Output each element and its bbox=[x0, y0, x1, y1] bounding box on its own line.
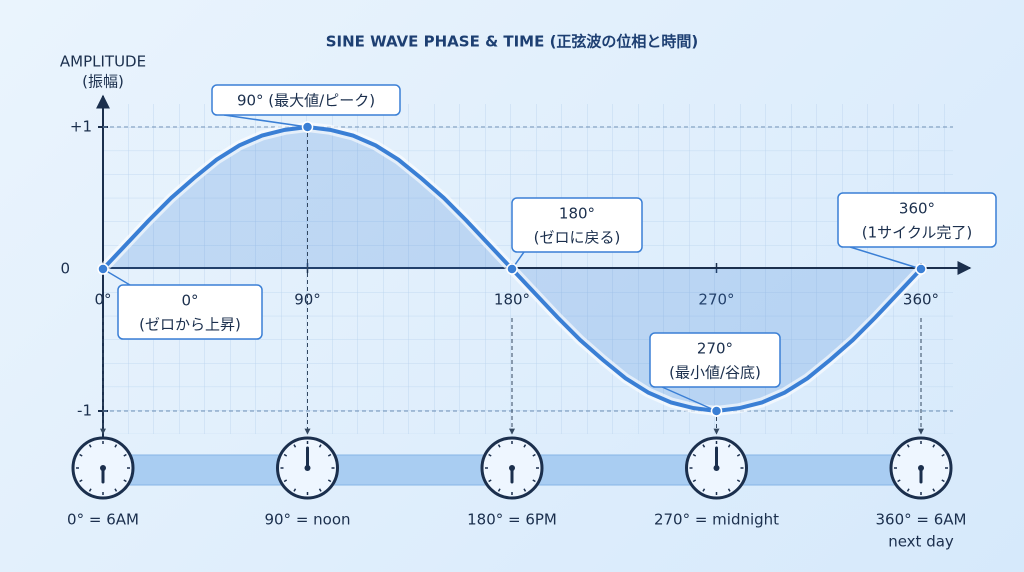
clock-center bbox=[100, 465, 106, 471]
clock-tick bbox=[283, 453, 288, 457]
clock-tick bbox=[932, 488, 936, 492]
timeline-label: next day bbox=[888, 533, 954, 551]
clock-tick bbox=[692, 453, 697, 457]
clock-tick bbox=[906, 444, 910, 448]
clock-tick bbox=[79, 479, 83, 483]
callout-text: 360° bbox=[899, 200, 935, 218]
clock-tick bbox=[293, 488, 297, 492]
clock-tick bbox=[906, 488, 910, 492]
point-marker bbox=[710, 405, 723, 417]
callout-text: (1サイクル完了) bbox=[862, 224, 973, 242]
y-axis-label: AMPLITUDE bbox=[60, 53, 146, 71]
y-axis-label: (振幅) bbox=[82, 73, 124, 91]
callout-pointer bbox=[849, 246, 922, 270]
clock-tick bbox=[532, 453, 536, 457]
x-tick-label: 270° bbox=[698, 291, 734, 309]
y-tick-label: -1 bbox=[77, 402, 92, 420]
callout-text: (ゼロに戻る) bbox=[534, 229, 621, 247]
clock-tick bbox=[114, 488, 118, 492]
timeline-label: 0° = 6AM bbox=[67, 511, 139, 529]
clock-tick bbox=[497, 444, 501, 448]
clock bbox=[685, 436, 748, 500]
chart-title: SINE WAVE PHASE & TIME (正弦波の位相と時間) bbox=[326, 33, 699, 51]
callout-box bbox=[511, 197, 643, 253]
clock-tick bbox=[123, 479, 127, 483]
clock-tick bbox=[327, 453, 332, 457]
clock-tick bbox=[79, 453, 83, 457]
x-tick-label: 0° bbox=[94, 291, 111, 309]
clock-center bbox=[918, 465, 924, 471]
clock-tick bbox=[88, 444, 92, 448]
callout-box bbox=[117, 284, 263, 340]
clock-center bbox=[509, 465, 515, 471]
point-marker bbox=[97, 263, 109, 275]
x-tick-label: 180° bbox=[494, 291, 530, 309]
timeline-label: 90° = noon bbox=[264, 511, 350, 529]
callout-box bbox=[211, 84, 401, 116]
clock-tick bbox=[318, 488, 322, 492]
clock-tick bbox=[727, 444, 731, 448]
clock-tick bbox=[88, 488, 92, 492]
clock bbox=[889, 436, 953, 500]
point-marker bbox=[301, 121, 314, 133]
timeline-label: 270° = midnight bbox=[654, 511, 779, 529]
callout-text: 180° bbox=[559, 205, 595, 223]
clock-tick bbox=[702, 488, 706, 492]
clock-tick bbox=[283, 479, 288, 483]
clock-center bbox=[304, 465, 311, 471]
callout-text: 270° bbox=[697, 340, 733, 358]
clock-tick bbox=[488, 453, 492, 457]
clock-center bbox=[713, 465, 720, 471]
timeline-label: 180° = 6PM bbox=[467, 511, 557, 529]
clock-tick bbox=[293, 444, 297, 448]
callout-pointer bbox=[661, 386, 717, 412]
clock bbox=[276, 436, 339, 500]
clock bbox=[71, 436, 135, 500]
clock-tick bbox=[932, 444, 936, 448]
callout-text: (ゼロから上昇) bbox=[139, 316, 241, 334]
clock-tick bbox=[318, 444, 322, 448]
clock-tick bbox=[897, 453, 901, 457]
callout-box bbox=[649, 332, 781, 388]
clock-tick bbox=[523, 444, 527, 448]
clock-tick bbox=[497, 488, 501, 492]
clock-tick bbox=[114, 444, 118, 448]
clock-tick bbox=[327, 479, 332, 483]
clock-tick bbox=[702, 444, 706, 448]
x-tick-label: 90° bbox=[294, 291, 321, 309]
clock-tick bbox=[488, 479, 492, 483]
clock-tick bbox=[941, 479, 945, 483]
clock-tick bbox=[897, 479, 901, 483]
callout-text: 90° (最大値/ピーク) bbox=[237, 92, 375, 110]
clock-tick bbox=[736, 453, 741, 457]
y-tick-label: 0 bbox=[60, 260, 70, 278]
callout-pointer bbox=[223, 114, 308, 128]
point-marker bbox=[915, 263, 927, 275]
callout-box bbox=[837, 192, 997, 248]
clock-tick bbox=[523, 488, 527, 492]
y-tick-label: +1 bbox=[70, 118, 92, 136]
point-marker bbox=[506, 263, 518, 275]
clock-tick bbox=[941, 453, 945, 457]
clock bbox=[480, 436, 544, 500]
clock-tick bbox=[727, 488, 731, 492]
timeline-label: 360° = 6AM bbox=[876, 511, 967, 529]
x-tick-label: 360° bbox=[903, 291, 939, 309]
clock-tick bbox=[123, 453, 127, 457]
clock-tick bbox=[736, 479, 741, 483]
clock-tick bbox=[692, 479, 697, 483]
clock-tick bbox=[532, 479, 536, 483]
callout-text: (最小値/谷底) bbox=[669, 364, 761, 382]
callout-text: 0° bbox=[181, 292, 198, 310]
